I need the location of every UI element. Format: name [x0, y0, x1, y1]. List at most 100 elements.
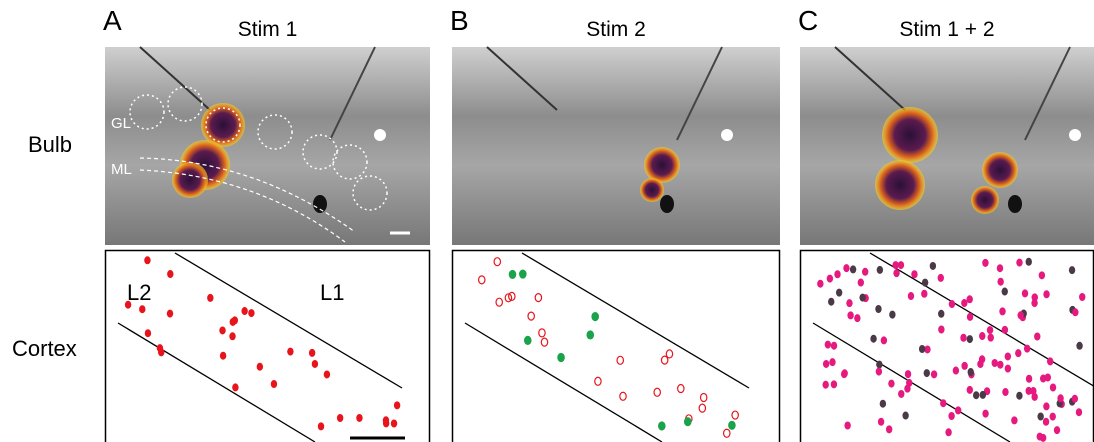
cell [139, 305, 145, 313]
cell [1037, 433, 1043, 441]
cell [938, 310, 944, 318]
cell [967, 386, 973, 394]
cell [167, 310, 173, 318]
cell [1032, 293, 1038, 301]
cell [219, 326, 225, 334]
cell [997, 264, 1003, 272]
cell [987, 326, 993, 334]
cell [902, 412, 908, 420]
cell [836, 289, 842, 297]
bright-spot [721, 129, 733, 141]
cell [241, 307, 247, 315]
cell [829, 358, 835, 366]
cell [525, 336, 531, 344]
cell [1034, 332, 1040, 340]
cell [1026, 375, 1032, 383]
cell [875, 305, 881, 313]
cell [391, 420, 397, 428]
cell [870, 335, 876, 343]
cell [312, 360, 318, 368]
cell [1072, 308, 1078, 316]
cell [886, 425, 892, 433]
cell [1002, 388, 1008, 396]
cell [685, 418, 691, 426]
cell [924, 369, 930, 377]
cell [938, 325, 944, 333]
cell [659, 422, 665, 430]
cell [878, 418, 884, 426]
cell [337, 414, 343, 422]
cell [968, 368, 974, 376]
cell [948, 412, 954, 420]
panel-letter: A [103, 5, 122, 36]
cell [828, 298, 834, 306]
panel-letter: C [798, 5, 818, 36]
cell [980, 391, 986, 399]
panel-title: Stim 1 [238, 18, 298, 41]
cell [841, 370, 847, 378]
cell [592, 313, 598, 321]
cell [232, 383, 238, 391]
cell [847, 311, 853, 319]
cell [982, 259, 988, 267]
cell [1050, 384, 1056, 392]
cell [825, 341, 831, 349]
cell [1079, 293, 1085, 301]
cell [383, 419, 389, 427]
cell [230, 318, 236, 326]
layer-label: GL [111, 115, 131, 132]
cell [876, 368, 882, 376]
bright-spot [374, 129, 386, 141]
cell [940, 399, 946, 407]
cell [834, 270, 840, 278]
cell [144, 256, 150, 264]
cell [1072, 395, 1078, 403]
cell [977, 360, 983, 368]
cell [248, 309, 254, 317]
cell [822, 381, 828, 389]
cell [862, 268, 868, 276]
cell [931, 370, 937, 378]
cell [997, 361, 1003, 369]
cortex-panel [453, 251, 780, 442]
cell [1043, 418, 1049, 426]
dark-spot [313, 195, 327, 213]
cell [558, 354, 564, 362]
layer-label: ML [111, 161, 132, 178]
activity-blob [172, 162, 208, 198]
cell [949, 300, 955, 308]
cell [992, 359, 998, 367]
cell [877, 266, 883, 274]
cell [889, 311, 895, 319]
cell [930, 262, 936, 270]
row-label: Cortex [12, 336, 77, 361]
cell [520, 270, 526, 278]
cell [1043, 402, 1049, 410]
cell [229, 332, 235, 340]
cell [823, 360, 829, 368]
cell [997, 278, 1003, 286]
cell [988, 334, 994, 342]
cell [922, 279, 928, 287]
cell [892, 261, 898, 269]
cell [876, 361, 882, 369]
cell [220, 352, 226, 360]
cell [955, 406, 961, 414]
cell [961, 299, 967, 307]
cell [1076, 342, 1082, 350]
cell [859, 294, 865, 302]
layer-label: L2 [127, 280, 151, 305]
cell [1011, 416, 1017, 424]
cell [880, 400, 886, 408]
cell [893, 269, 899, 277]
cell [1069, 266, 1075, 274]
cell [904, 385, 910, 393]
cell [999, 307, 1005, 315]
cell [979, 332, 985, 340]
cell [1018, 311, 1024, 319]
cortex-panel [801, 251, 1094, 442]
cell [844, 422, 850, 430]
cell [309, 349, 315, 357]
cell [858, 279, 864, 287]
